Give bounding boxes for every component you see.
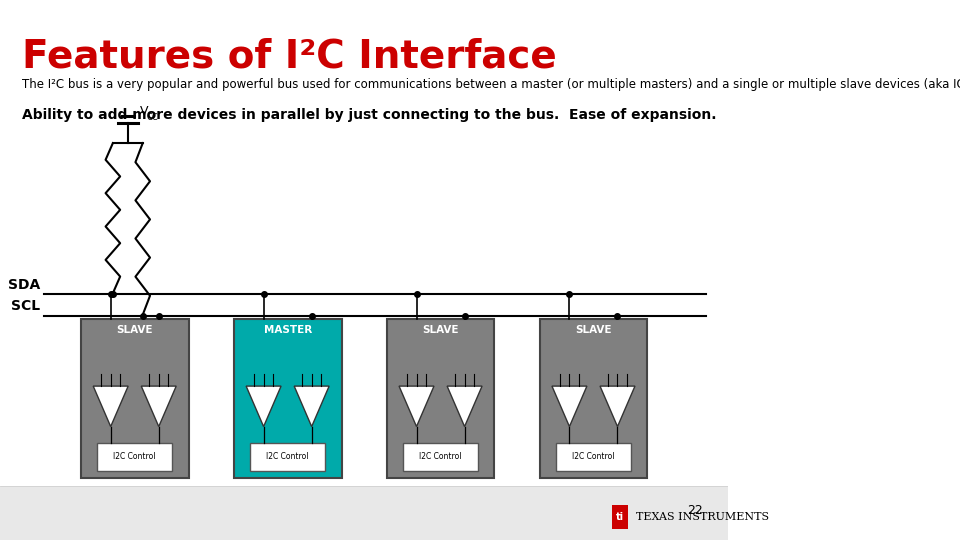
Text: TEXAS INSTRUMENTS: TEXAS INSTRUMENTS bbox=[636, 512, 769, 522]
Text: SCL: SCL bbox=[612, 403, 623, 408]
Text: SLAVE: SLAVE bbox=[422, 325, 459, 335]
Bar bbox=[556, 443, 631, 471]
Text: I2C Control: I2C Control bbox=[420, 453, 462, 461]
Text: SDA: SDA bbox=[258, 403, 270, 408]
Polygon shape bbox=[552, 386, 587, 427]
Text: SCL: SCL bbox=[306, 403, 317, 408]
Text: 22: 22 bbox=[687, 504, 703, 517]
Polygon shape bbox=[399, 386, 434, 427]
Text: MASTER: MASTER bbox=[263, 325, 312, 335]
Text: CC: CC bbox=[146, 113, 157, 122]
Bar bbox=[81, 319, 188, 478]
Text: ti: ti bbox=[615, 512, 624, 522]
Text: Ability to add more devices in parallel by just connecting to the bus.  Ease of : Ability to add more devices in parallel … bbox=[22, 108, 716, 122]
Text: SCL: SCL bbox=[154, 403, 164, 408]
Bar bbox=[540, 319, 647, 478]
Polygon shape bbox=[447, 386, 482, 427]
Text: SDA: SDA bbox=[8, 278, 40, 292]
Polygon shape bbox=[294, 386, 329, 427]
Text: SLAVE: SLAVE bbox=[116, 325, 153, 335]
Bar bbox=[0, 486, 729, 540]
Bar bbox=[233, 319, 342, 478]
Bar bbox=[97, 443, 173, 471]
Text: The I²C bus is a very popular and powerful bus used for communications between a: The I²C bus is a very popular and powerf… bbox=[22, 78, 960, 91]
Polygon shape bbox=[141, 386, 177, 427]
Bar bbox=[387, 319, 494, 478]
Polygon shape bbox=[93, 386, 128, 427]
Text: I2C Control: I2C Control bbox=[113, 453, 156, 461]
Text: SLAVE: SLAVE bbox=[575, 325, 612, 335]
Bar bbox=[403, 443, 478, 471]
Polygon shape bbox=[246, 386, 281, 427]
Text: SDA: SDA bbox=[411, 403, 422, 408]
Text: SCL: SCL bbox=[460, 403, 469, 408]
Text: I2C Control: I2C Control bbox=[266, 453, 309, 461]
Bar bbox=[612, 505, 628, 529]
Text: Features of I²C Interface: Features of I²C Interface bbox=[22, 38, 557, 76]
Text: I2C Control: I2C Control bbox=[572, 453, 614, 461]
Text: SDA: SDA bbox=[105, 403, 116, 408]
Polygon shape bbox=[600, 386, 635, 427]
Text: SCL: SCL bbox=[11, 299, 40, 313]
Bar bbox=[250, 443, 325, 471]
Text: SDA: SDA bbox=[564, 403, 575, 408]
Text: V: V bbox=[140, 105, 149, 118]
